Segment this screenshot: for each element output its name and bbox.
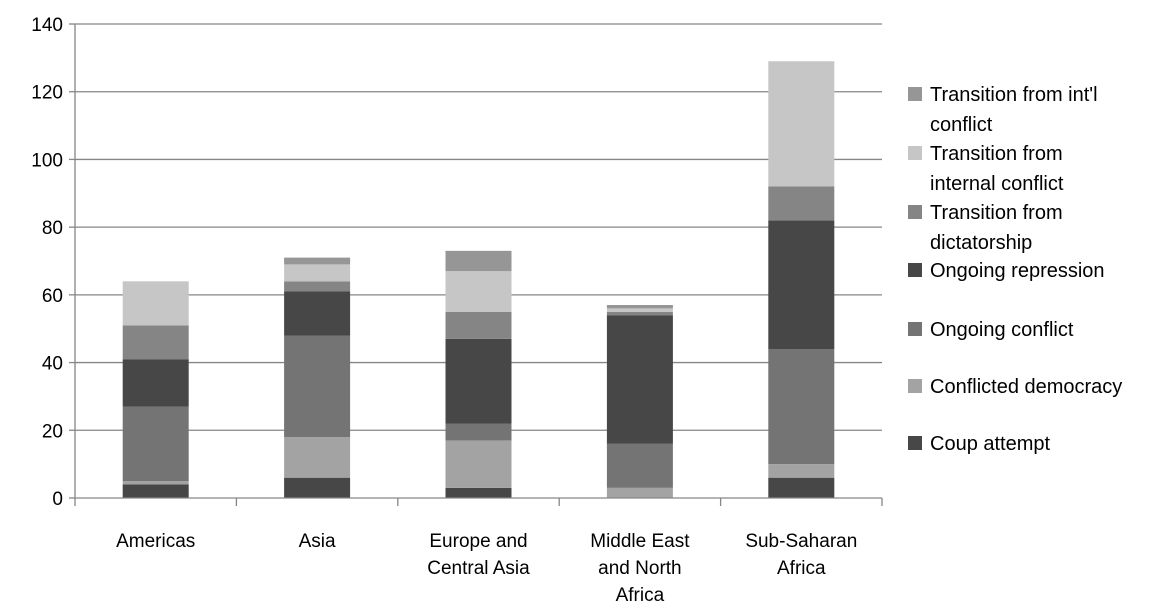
bar-segment-2-3 <box>445 338 512 424</box>
x-category-label: Africa <box>777 558 826 579</box>
y-tick-label: 100 <box>31 150 63 171</box>
bar-segment-3-4 <box>606 311 673 316</box>
bar-segment-4-0 <box>768 477 835 498</box>
legend-swatch <box>908 436 922 450</box>
legend-label: Ongoing repression <box>930 260 1105 282</box>
legend-swatch <box>908 379 922 393</box>
bar-segment-0-1 <box>122 481 189 485</box>
y-tick-label: 60 <box>42 286 63 307</box>
y-tick-label: 80 <box>42 218 63 239</box>
bar-segment-4-3 <box>768 220 835 350</box>
x-category-label: Americas <box>116 531 195 552</box>
legend-label: internal conflict <box>930 173 1064 195</box>
bar-segment-0-0 <box>122 484 189 498</box>
legend-swatch <box>908 87 922 101</box>
bar-segment-1-6 <box>284 257 351 265</box>
bar-segment-4-5 <box>768 61 835 187</box>
bar-segment-2-4 <box>445 311 512 339</box>
y-tick-label: 120 <box>31 83 63 104</box>
legend-label: Coup attempt <box>930 433 1051 455</box>
bar-segment-1-5 <box>284 264 351 282</box>
bar-segment-0-3 <box>122 359 189 407</box>
legend-label: Conflicted democracy <box>930 376 1122 398</box>
legend-label: Transition from <box>930 143 1063 165</box>
legend-label: conflict <box>930 114 993 136</box>
bar-segment-2-1 <box>445 440 512 488</box>
bar-segment-3-5 <box>606 308 673 312</box>
x-category-label: Africa <box>616 585 665 606</box>
x-category-label: Middle East <box>590 531 690 552</box>
legend-label: Transition from int'l <box>930 84 1098 106</box>
bar-segment-1-4 <box>284 281 351 292</box>
bar-segment-1-3 <box>284 291 351 336</box>
axes <box>69 23 883 506</box>
bar-segment-3-3 <box>606 315 673 444</box>
legend: Transition from int'l conflict Transition … <box>908 84 1122 455</box>
x-category-label: and North <box>598 558 681 579</box>
bar-segment-2-2 <box>445 423 512 441</box>
bar-segment-4-2 <box>768 349 835 465</box>
bar-segment-1-2 <box>284 335 351 438</box>
y-tick-label: 0 <box>52 489 63 510</box>
y-tick-label: 20 <box>42 421 63 442</box>
bar-segment-0-2 <box>122 406 189 482</box>
bar-segment-1-1 <box>284 437 351 478</box>
bar-segment-3-1 <box>606 487 673 498</box>
legend-swatch <box>908 322 922 336</box>
bar-segment-0-5 <box>122 281 189 326</box>
bar-segment-4-1 <box>768 464 835 478</box>
legend-label: dictatorship <box>930 232 1032 254</box>
bar-segment-0-4 <box>122 325 189 360</box>
bar-segment-1-0 <box>284 477 351 498</box>
x-category-label: Central Asia <box>427 558 530 579</box>
bar-segment-4-4 <box>768 186 835 221</box>
bar-segment-3-2 <box>606 443 673 488</box>
legend-swatch <box>908 263 922 277</box>
legend-label: Ongoing conflict <box>930 319 1074 341</box>
x-category-label: Europe and <box>429 531 527 552</box>
legend-swatch <box>908 205 922 219</box>
bar-segment-2-6 <box>445 250 512 272</box>
x-category-label: Sub-Saharan <box>745 531 857 552</box>
x-category-label: Asia <box>299 531 336 552</box>
bar-segment-3-6 <box>606 305 673 309</box>
y-axis-tick-labels: 0 20 40 60 80 100 120 140 <box>31 15 63 510</box>
bars <box>122 61 835 498</box>
y-tick-label: 40 <box>42 354 63 375</box>
bar-segment-2-0 <box>445 487 512 498</box>
y-tick-label: 140 <box>31 15 63 36</box>
x-axis-category-labels: Americas Asia Europe and Central Asia Middle… <box>116 531 857 606</box>
bar-segment-2-5 <box>445 271 512 312</box>
legend-label: Transition from <box>930 202 1063 224</box>
legend-swatch <box>908 146 922 160</box>
